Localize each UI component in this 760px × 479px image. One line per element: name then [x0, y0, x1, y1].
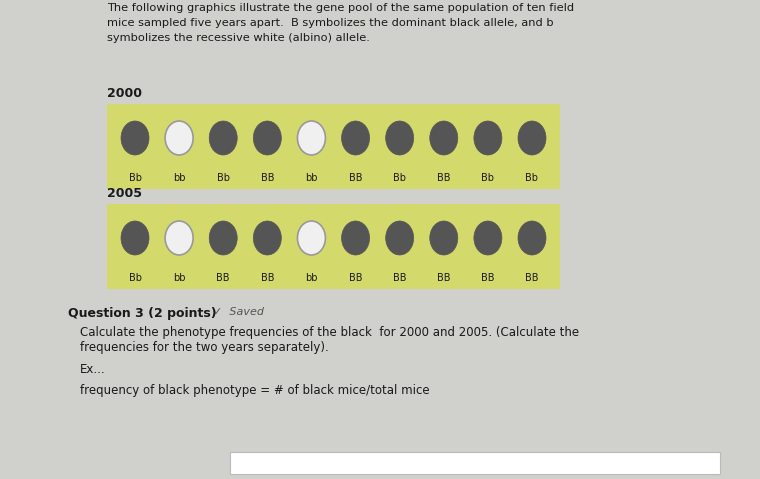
- Text: Bb: Bb: [481, 173, 495, 183]
- Ellipse shape: [429, 221, 458, 255]
- Ellipse shape: [341, 121, 369, 155]
- Text: Bb: Bb: [525, 173, 539, 183]
- Text: Question 3 (2 points): Question 3 (2 points): [68, 307, 217, 320]
- Ellipse shape: [253, 121, 281, 155]
- Text: bb: bb: [173, 273, 185, 283]
- Ellipse shape: [385, 221, 413, 255]
- Text: 2005: 2005: [107, 187, 142, 200]
- Text: BB: BB: [393, 273, 407, 283]
- Ellipse shape: [297, 221, 325, 255]
- Ellipse shape: [209, 221, 237, 255]
- Text: BB: BB: [261, 173, 274, 183]
- Text: BB: BB: [437, 273, 451, 283]
- Ellipse shape: [165, 221, 193, 255]
- Ellipse shape: [253, 221, 281, 255]
- Text: Bb: Bb: [217, 173, 230, 183]
- Text: BB: BB: [349, 173, 363, 183]
- Ellipse shape: [385, 121, 413, 155]
- Ellipse shape: [341, 221, 369, 255]
- Bar: [107, 104, 560, 189]
- Text: frequencies for the two years separately).: frequencies for the two years separately…: [80, 341, 329, 354]
- Ellipse shape: [165, 121, 193, 155]
- Text: BB: BB: [217, 273, 230, 283]
- Text: ✓  Saved: ✓ Saved: [213, 307, 264, 317]
- Text: BB: BB: [261, 273, 274, 283]
- Bar: [230, 452, 720, 474]
- Text: frequency of black phenotype = # of black mice/total mice: frequency of black phenotype = # of blac…: [80, 384, 429, 397]
- Ellipse shape: [297, 121, 325, 155]
- Text: Calculate the phenotype frequencies of the black  for 2000 and 2005. (Calculate : Calculate the phenotype frequencies of t…: [80, 326, 579, 339]
- Bar: [107, 204, 560, 289]
- Text: BB: BB: [437, 173, 451, 183]
- Ellipse shape: [518, 121, 546, 155]
- Ellipse shape: [474, 121, 502, 155]
- Text: Bb: Bb: [128, 273, 141, 283]
- Ellipse shape: [121, 121, 149, 155]
- Text: Bb: Bb: [393, 173, 406, 183]
- Text: BB: BB: [349, 273, 363, 283]
- Text: bb: bb: [306, 173, 318, 183]
- Text: bb: bb: [306, 273, 318, 283]
- Text: BB: BB: [525, 273, 539, 283]
- Text: bb: bb: [173, 173, 185, 183]
- Text: The following graphics illustrate the gene pool of the same population of ten fi: The following graphics illustrate the ge…: [107, 3, 574, 13]
- Text: BB: BB: [481, 273, 495, 283]
- Text: Ex...: Ex...: [80, 363, 106, 376]
- Text: mice sampled five years apart.  B symbolizes the dominant black allele, and b: mice sampled five years apart. B symboli…: [107, 18, 553, 28]
- Ellipse shape: [121, 221, 149, 255]
- Ellipse shape: [209, 121, 237, 155]
- Text: symbolizes the recessive white (albino) allele.: symbolizes the recessive white (albino) …: [107, 33, 370, 43]
- Ellipse shape: [518, 221, 546, 255]
- Text: 2000: 2000: [107, 87, 142, 100]
- Text: Bb: Bb: [128, 173, 141, 183]
- Ellipse shape: [429, 121, 458, 155]
- Ellipse shape: [474, 221, 502, 255]
